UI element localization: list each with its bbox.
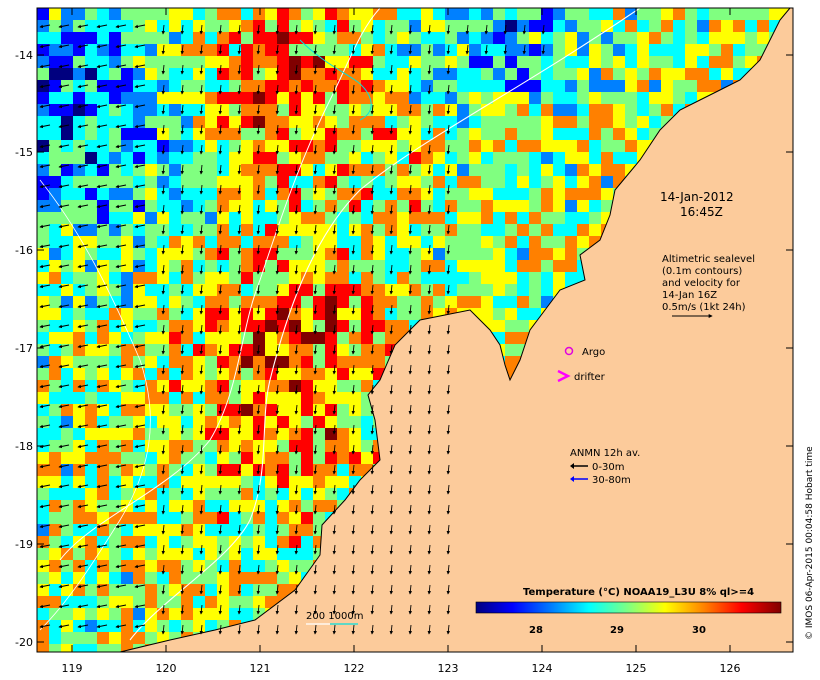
altimetry-line: 0.5m/s (1kt 24h) [662,302,746,313]
x-tick-label: 119 [62,662,83,675]
altimetry-line: Altimetric sealevel [662,254,755,265]
x-tick-label: 126 [720,662,741,675]
y-tick-label: -14 [15,49,33,62]
colorbar-tick: 28 [529,625,543,636]
argo-label: Argo [582,347,605,358]
y-axis: -14 -15 -16 -17 -18 -19 -20 [15,49,793,649]
y-tick-label: -16 [15,244,33,257]
colorbar-tick: 30 [692,625,706,636]
y-tick-label: -17 [15,342,33,355]
anmn-shallow-label: 0-30m [592,462,624,473]
altimetry-legend: Altimetric sealevel (0.1m contours) and … [662,254,755,318]
altimetry-line: and velocity for [662,278,741,289]
drifter-label: drifter [574,372,606,383]
y-tick-label: -15 [15,146,33,159]
y-tick-label: -20 [15,636,33,649]
colorbar-tick: 29 [610,625,624,636]
x-axis: 119 120 121 122 123 124 125 126 [62,8,741,675]
drifter-icon [557,369,571,383]
y-tick-label: -19 [15,538,33,551]
date-label: 14-Jan-2012 [660,190,734,204]
y-tick-label: -18 [15,440,33,453]
isobath-label: 200 1000m [306,611,363,622]
x-tick-label: 125 [626,662,647,675]
colorbar: Temperature (°C) NOAA19_L3U 8% ql>=4 28 … [475,587,782,636]
time-label: 16:45Z [680,205,723,219]
x-tick-label: 123 [438,662,459,675]
x-tick-label: 121 [250,662,271,675]
x-tick-label: 122 [344,662,365,675]
anmn-legend: ANMN 12h av. 0-30m 30-80m [570,448,640,486]
colorbar-title: Temperature (°C) NOAA19_L3U 8% ql>=4 [523,587,754,598]
velocity-arrows [39,24,546,635]
sealevel-contour [39,179,151,631]
isobath-200m [129,8,641,641]
altimetry-line: 14-Jan 16Z [662,290,717,301]
argo-icon [564,346,574,356]
altimetry-line: (0.1m contours) [662,266,742,277]
x-tick-label: 120 [156,662,177,675]
isobath-1000m [59,8,381,561]
land-mass [119,8,793,652]
anmn-deep-label: 30-80m [592,475,631,486]
credit-text: © IMOS 06-Apr-2015 00:04:58 Hobart time [805,446,815,640]
x-tick-label: 124 [532,662,553,675]
anmn-title: ANMN 12h av. [570,448,640,459]
